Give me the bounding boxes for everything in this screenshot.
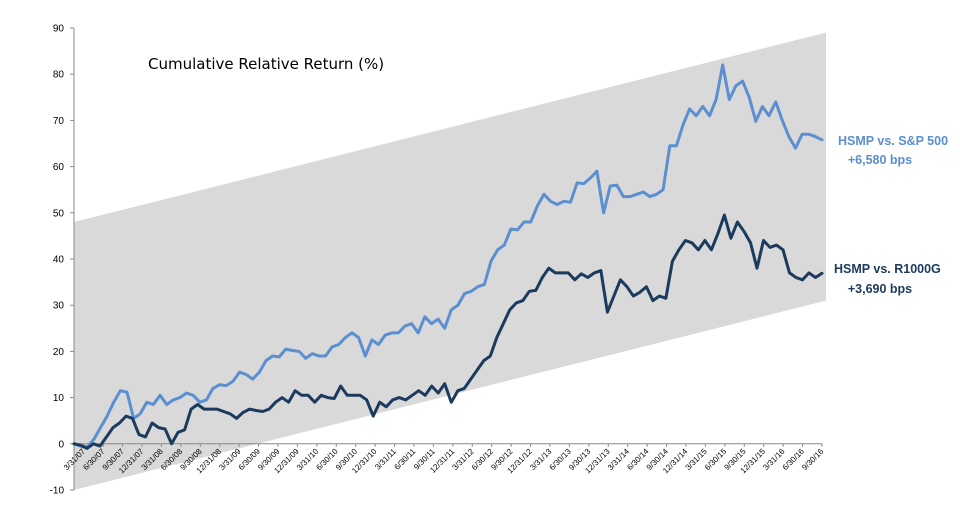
range-band	[74, 32, 826, 491]
y-axis-ticks: -10 0 10 20 30 40 50 60 70 80 90	[50, 24, 74, 497]
y-tick-label: 30	[53, 301, 65, 312]
y-tick-label: 90	[53, 24, 65, 35]
series-line-0	[72, 63, 824, 449]
y-tick-label: -10	[50, 486, 65, 497]
y-tick-label: 40	[53, 255, 65, 266]
series-lines	[72, 63, 824, 450]
chart-title: Cumulative Relative Return (%)	[148, 55, 384, 73]
axes	[73, 28, 822, 490]
x-axis-ticks: 3/31/076/30/079/30/0712/31/073/31/086/30…	[62, 443, 826, 475]
y-tick-label: 10	[53, 393, 65, 404]
y-tick-label: 0	[58, 439, 64, 450]
y-tick-label: 60	[53, 162, 65, 173]
y-tick-label: 70	[53, 116, 65, 127]
x-tick-label: 9/30/16	[800, 446, 826, 472]
series-label-bps: +3,690 bps	[848, 282, 912, 296]
y-tick-label: 80	[53, 70, 65, 81]
y-tick-label: 20	[53, 347, 65, 358]
series-labels: HSMP vs. S&P 500 +6,580 bps HSMP vs. R1000…	[834, 134, 948, 296]
series-label-name: HSMP vs. S&P 500	[838, 134, 948, 148]
y-tick-label: 50	[53, 208, 65, 219]
series-label-bps: +6,580 bps	[848, 153, 912, 167]
series-line-1	[72, 213, 824, 450]
series-label-name: HSMP vs. R1000G	[834, 262, 941, 276]
